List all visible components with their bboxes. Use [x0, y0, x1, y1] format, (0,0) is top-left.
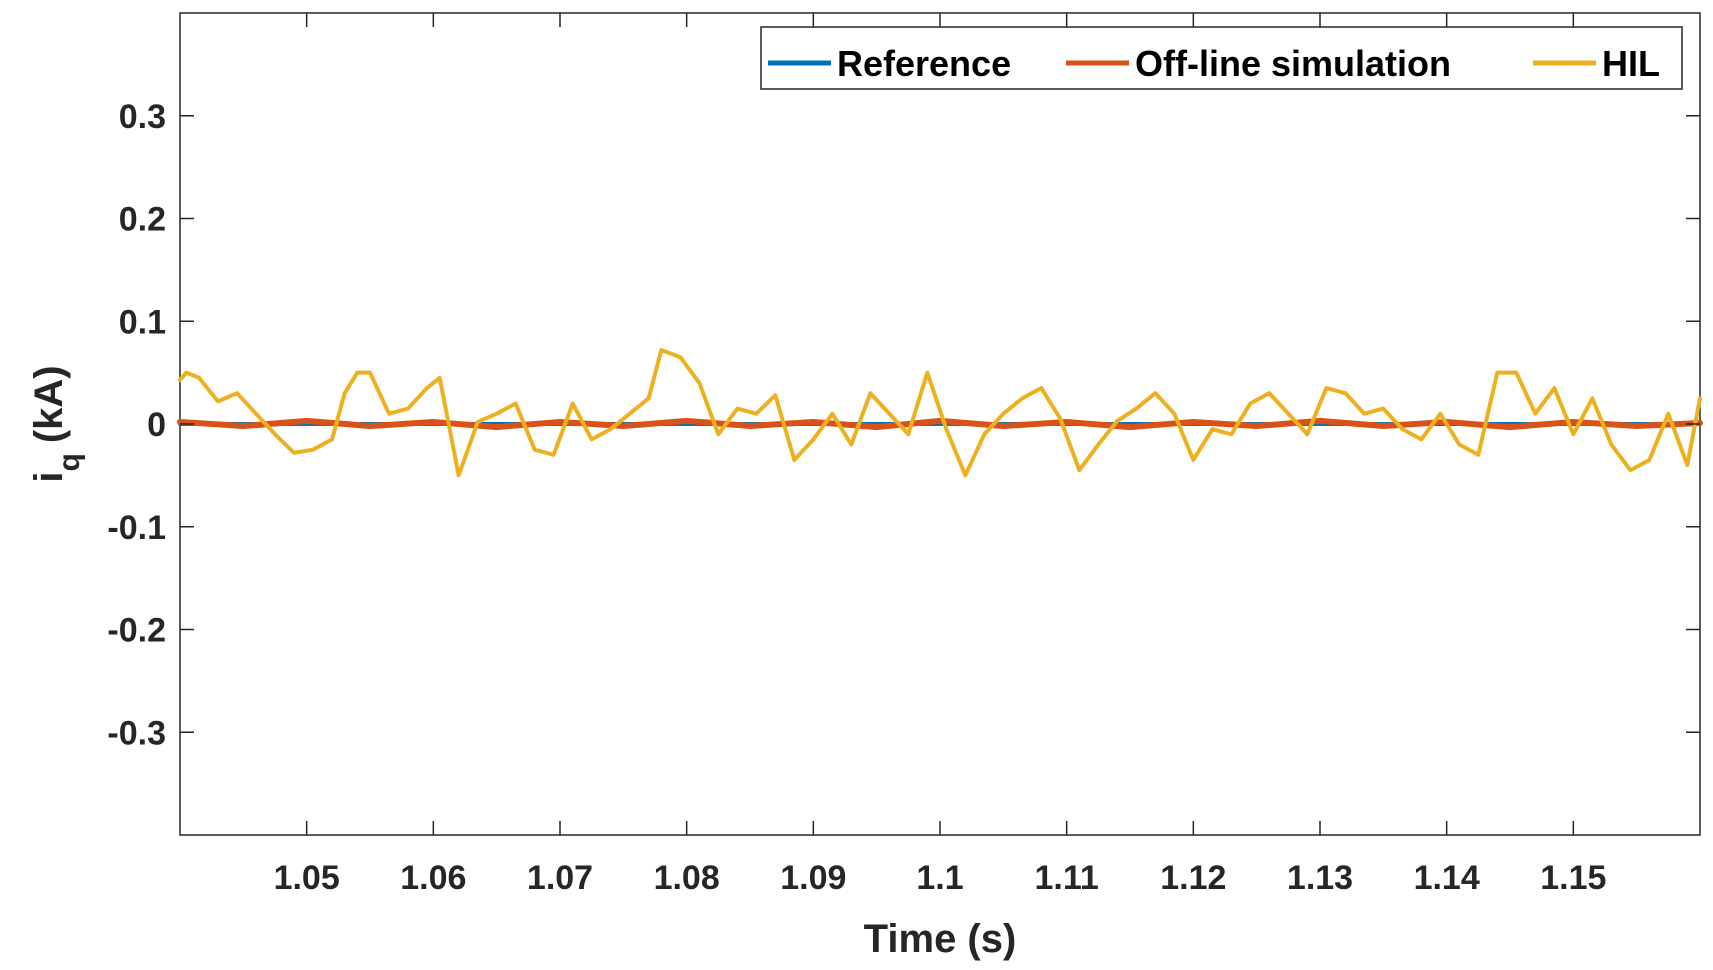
x-tick-label: 1.14 [1414, 859, 1480, 897]
y-axis-subscript: q [53, 453, 86, 471]
y-axis-title-text: iq (kA) [27, 365, 86, 482]
x-tick-label: 1.13 [1287, 859, 1353, 897]
y-tick-label: -0.1 [107, 509, 166, 547]
y-axis: 0.3 0.2 0.1 0 -0.1 -0.2 -0.3 [107, 98, 1700, 752]
legend-label-1: Reference [837, 43, 1011, 84]
y-tick-label: 0.2 [119, 201, 166, 239]
legend-label-3: HIL [1602, 43, 1660, 84]
legend-label-2: Off-line simulation [1135, 43, 1451, 84]
x-tick-label: 1.08 [654, 859, 720, 897]
plot-area: 1.05 1.06 1.07 1.08 1.09 1.1 1.11 1.12 1.13 1.14 1… [107, 12, 1703, 897]
y-axis-unit: (kA) [27, 365, 71, 443]
series-line-3 [178, 348, 1702, 478]
series-lines [177, 348, 1703, 478]
legend: Reference Off-line simulation HIL [760, 26, 1683, 90]
x-tick-label: 1.1 [916, 859, 963, 897]
x-tick-label: 1.05 [274, 859, 340, 897]
x-tick-label: 1.06 [400, 859, 466, 897]
x-axis: 1.05 1.06 1.07 1.08 1.09 1.1 1.11 1.12 1.13 1.14 1… [274, 13, 1606, 897]
x-tick-label: 1.12 [1160, 859, 1226, 897]
y-tick-label: -0.3 [107, 714, 166, 752]
y-tick-label: 0.3 [119, 98, 166, 136]
y-axis-symbol: i [27, 471, 71, 482]
x-tick-label: 1.11 [1035, 859, 1099, 897]
y-tick-label: 0 [147, 406, 166, 444]
y-tick-label: -0.2 [107, 612, 166, 650]
legend-box [760, 26, 1683, 90]
y-axis-title: iq (kA) [27, 365, 86, 482]
y-tick-label: 0.1 [119, 303, 166, 341]
x-tick-label: 1.07 [527, 859, 593, 897]
x-tick-label: 1.15 [1540, 859, 1606, 897]
x-tick-label: 1.09 [780, 859, 846, 897]
x-axis-title: Time (s) [864, 917, 1017, 961]
